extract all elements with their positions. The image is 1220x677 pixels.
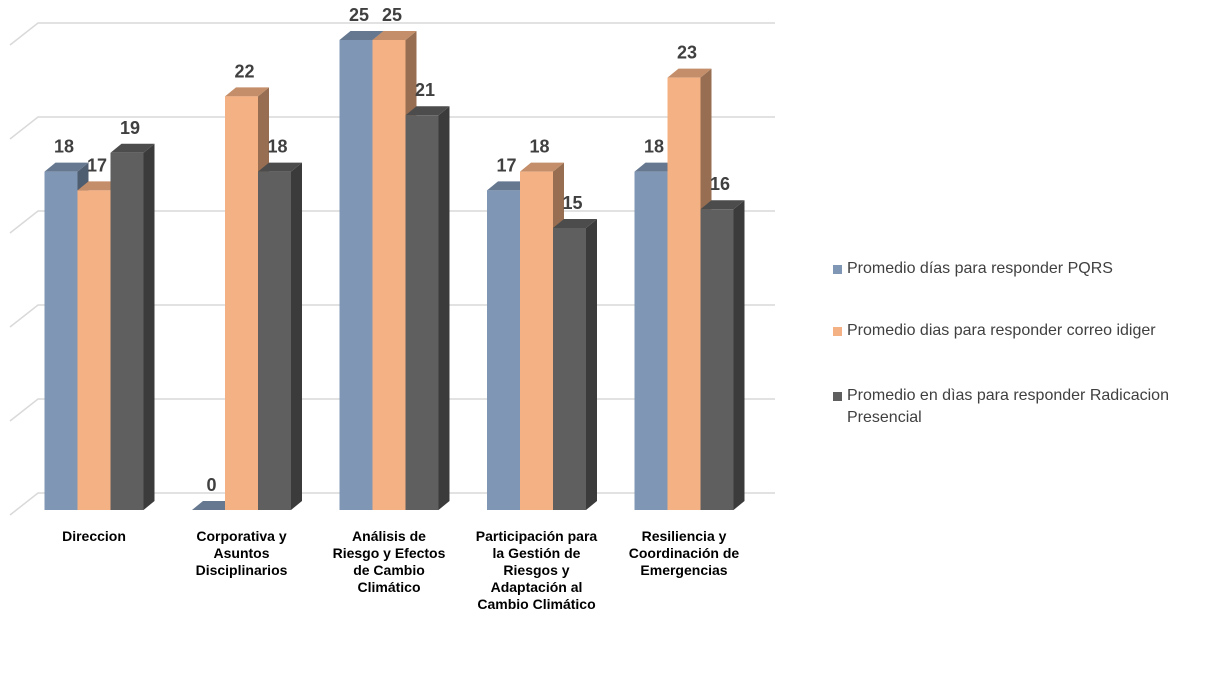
x-tick-label: Corporativa y Asuntos Disciplinarios: [195, 528, 288, 578]
bar-front: [553, 228, 586, 510]
bar-front: [372, 40, 406, 510]
bar-front: [405, 115, 439, 510]
bar: [553, 219, 597, 510]
grid-line: [9, 22, 775, 46]
x-tick-label: Resiliencia y Coordinación de Emergencia…: [628, 528, 740, 578]
bar-front: [110, 152, 144, 511]
bar-top: [339, 31, 384, 40]
legend-swatch: [833, 392, 842, 401]
bar-front: [487, 190, 520, 510]
data-label: 17: [87, 155, 107, 175]
bar-top: [700, 200, 745, 210]
bar-front: [258, 171, 291, 510]
data-label: 18: [54, 137, 74, 157]
x-tick-label: Análisis de Riesgo y Efectos de Cambio C…: [332, 528, 446, 595]
data-label: 0: [206, 475, 216, 495]
legend-swatch: [833, 265, 842, 274]
data-label: 17: [496, 155, 516, 175]
bar-top: [520, 162, 564, 172]
bar-top: [44, 162, 89, 172]
bar-top: [553, 219, 597, 228]
bar-top: [258, 162, 302, 172]
bar-top: [110, 143, 155, 153]
bar-side: [733, 200, 745, 510]
bar-front: [700, 209, 734, 510]
bar-front: [77, 190, 111, 510]
bar-side: [291, 162, 302, 510]
bar-front: [520, 171, 553, 510]
bar-top: [225, 87, 269, 97]
grid-line: [9, 116, 775, 140]
bar-top: [405, 106, 450, 116]
bar-top: [667, 68, 712, 78]
data-label: 18: [267, 137, 287, 157]
bar-side: [438, 106, 450, 510]
bar-front: [339, 40, 373, 510]
bar-front: [225, 96, 258, 511]
legend-label: Promedio días para responder PQRS: [847, 260, 1113, 277]
bar-front: [667, 77, 701, 510]
data-label: 22: [234, 61, 254, 81]
bar: [258, 162, 302, 510]
x-tick-label: Participación para la Gestión de Riesgos…: [475, 528, 598, 612]
data-label: 21: [415, 80, 435, 100]
data-label: 16: [710, 174, 730, 194]
legend-label: Promedio dias para responder correo idig…: [847, 322, 1156, 339]
bar-front: [44, 171, 78, 510]
x-tick-label: Direccion: [62, 528, 126, 544]
data-label: 25: [382, 5, 402, 25]
legend-swatch: [833, 327, 842, 336]
bar-side: [586, 219, 597, 510]
data-label: 25: [349, 5, 369, 25]
legend-item: Promedio en dìas para responder Radicaci…: [833, 385, 1220, 429]
data-label: 23: [677, 43, 697, 63]
data-label: 18: [644, 137, 664, 157]
legend-label: Promedio en dìas para responder Radicaci…: [847, 387, 1169, 426]
bar: [405, 106, 450, 510]
bar: [700, 200, 745, 510]
legend-item: Promedio dias para responder correo idig…: [833, 320, 1220, 342]
data-label: 18: [529, 137, 549, 157]
bar-side: [143, 143, 155, 511]
bar-top: [372, 31, 417, 40]
bar: [110, 143, 155, 511]
bar-front: [634, 171, 668, 510]
legend-item: Promedio días para responder PQRS: [833, 258, 1220, 280]
data-label: 19: [120, 118, 140, 138]
data-label: 15: [562, 193, 582, 213]
